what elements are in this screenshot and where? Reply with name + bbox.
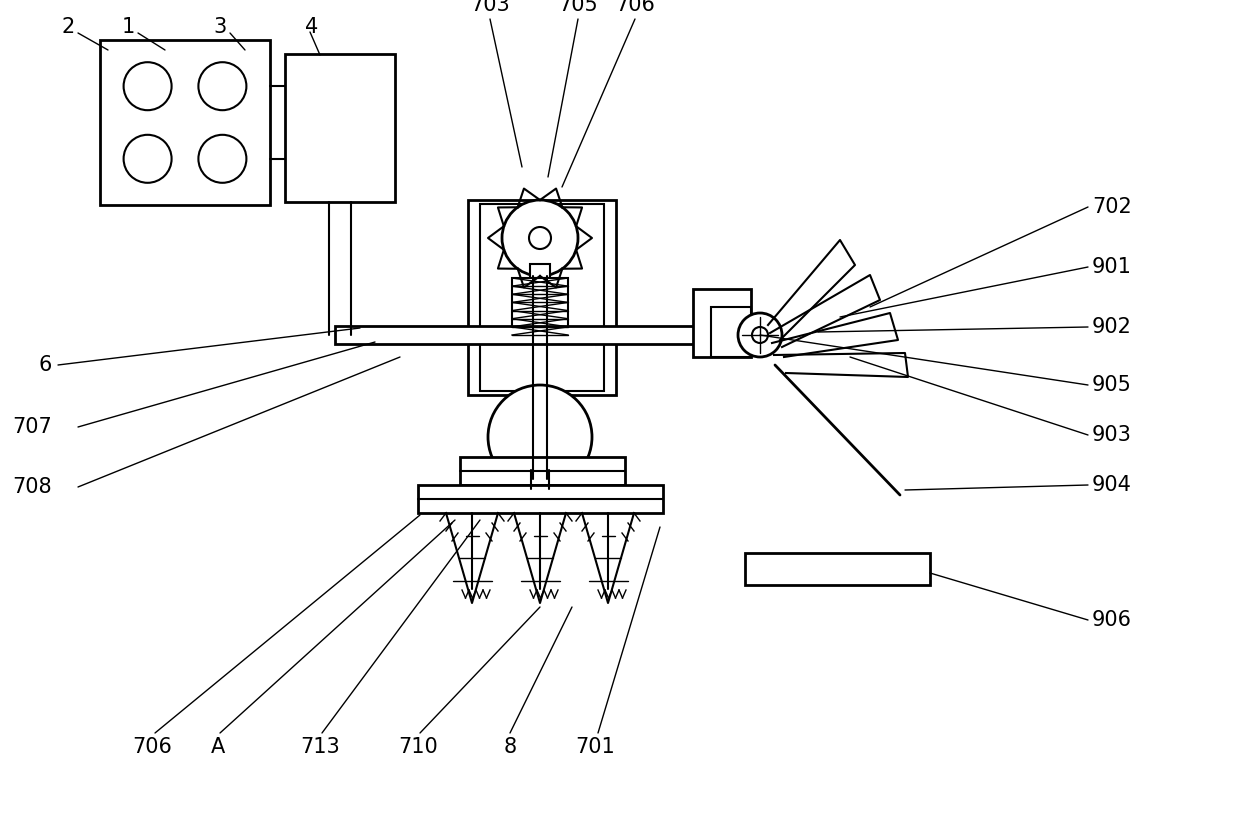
Bar (285, 54, 396, 202)
Text: 705: 705 (558, 0, 598, 15)
Text: 701: 701 (575, 737, 615, 757)
Text: 2: 2 (61, 17, 74, 37)
Circle shape (502, 200, 578, 276)
Bar (711, 307, 751, 357)
Text: 8: 8 (503, 737, 517, 757)
Text: A: A (211, 737, 226, 757)
Text: 4: 4 (305, 17, 319, 37)
Text: 902: 902 (1092, 317, 1132, 337)
Bar (467, 200, 616, 395)
Circle shape (751, 327, 768, 343)
Text: 703: 703 (470, 0, 510, 15)
Circle shape (529, 227, 551, 249)
Text: 708: 708 (12, 477, 52, 497)
Text: 3: 3 (213, 17, 227, 37)
Bar (335, 326, 760, 344)
Circle shape (124, 62, 171, 111)
Circle shape (738, 313, 782, 357)
Text: 707: 707 (12, 417, 52, 437)
Bar (745, 553, 930, 585)
Text: 713: 713 (300, 737, 340, 757)
Bar (480, 204, 604, 391)
Bar (512, 278, 568, 335)
Text: 702: 702 (1092, 197, 1132, 217)
Text: 901: 901 (1092, 257, 1132, 277)
Text: 903: 903 (1092, 425, 1132, 445)
Bar (100, 40, 270, 205)
Text: 906: 906 (1092, 610, 1132, 630)
Bar (529, 264, 551, 278)
Bar (460, 457, 625, 485)
Bar (418, 485, 663, 513)
Circle shape (198, 62, 247, 111)
Text: 710: 710 (398, 737, 438, 757)
Text: 706: 706 (133, 737, 172, 757)
Bar (693, 289, 751, 357)
Text: 904: 904 (1092, 475, 1132, 495)
Circle shape (198, 134, 247, 183)
Text: 6: 6 (38, 355, 52, 375)
Text: 905: 905 (1092, 375, 1132, 395)
Circle shape (489, 385, 591, 489)
Text: 706: 706 (615, 0, 655, 15)
Text: 1: 1 (122, 17, 135, 37)
Circle shape (124, 134, 171, 183)
